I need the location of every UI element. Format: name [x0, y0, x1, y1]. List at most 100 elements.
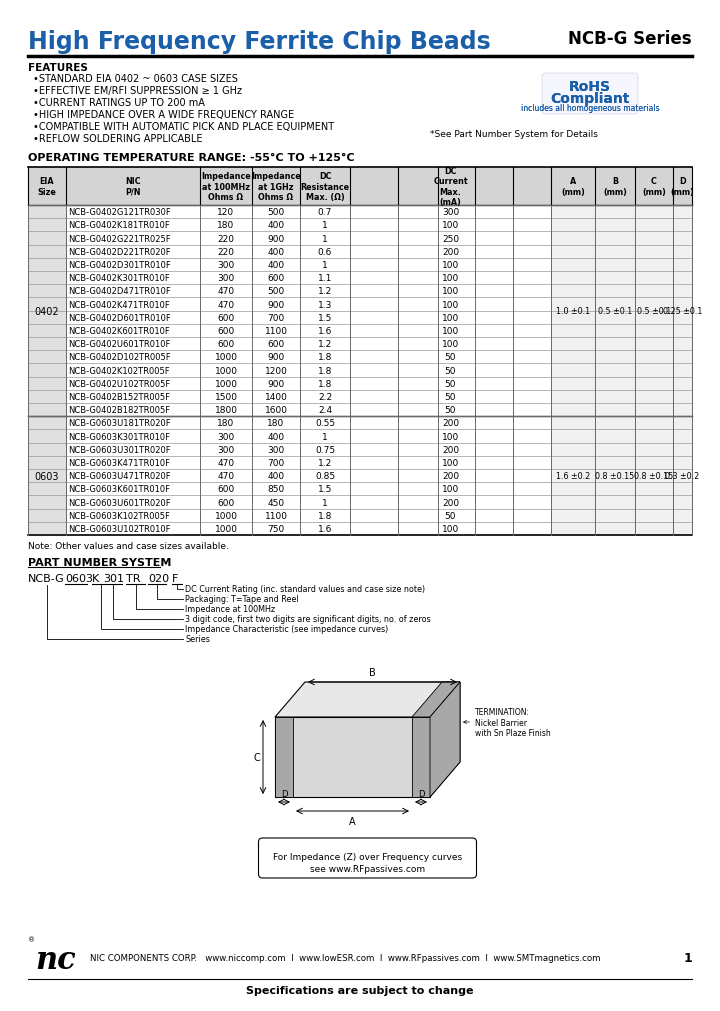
Bar: [551, 417, 595, 536]
Text: NCB-G0402B152TR005F: NCB-G0402B152TR005F: [68, 392, 170, 401]
Text: nc: nc: [35, 944, 76, 976]
Text: NCB-G0603U601TR020F: NCB-G0603U601TR020F: [68, 498, 171, 507]
Polygon shape: [275, 682, 460, 717]
Text: 50: 50: [445, 353, 456, 362]
Text: 250: 250: [442, 235, 459, 244]
Text: NIC COMPONENTS CORP.   www.niccomp.com  I  www.lowESR.com  I  www.RFpassives.com: NIC COMPONENTS CORP. www.niccomp.com I w…: [90, 953, 600, 962]
Text: 100: 100: [442, 261, 459, 270]
Text: 1.8: 1.8: [318, 379, 332, 388]
Bar: [28, 206, 66, 417]
Text: 600: 600: [217, 498, 235, 507]
Text: *See Part Number System for Details: *See Part Number System for Details: [430, 129, 598, 139]
Text: •HIGH IMPEDANCE OVER A WIDE FREQUENCY RANGE: •HIGH IMPEDANCE OVER A WIDE FREQUENCY RA…: [33, 110, 294, 120]
Text: 0.7: 0.7: [318, 208, 332, 217]
Text: 3 digit code, first two digits are significant digits, no. of zeros: 3 digit code, first two digits are signi…: [185, 615, 431, 624]
Text: 900: 900: [267, 300, 284, 309]
Text: PART NUMBER SYSTEM: PART NUMBER SYSTEM: [28, 557, 171, 567]
Text: 1: 1: [322, 221, 328, 231]
Text: 0.85: 0.85: [315, 472, 335, 480]
Text: 900: 900: [267, 379, 284, 388]
Text: 300: 300: [217, 432, 235, 441]
Text: 500: 500: [267, 287, 284, 296]
Text: 2.2: 2.2: [318, 392, 332, 401]
Text: RoHS: RoHS: [569, 80, 611, 94]
Text: Impedance at 100MHz: Impedance at 100MHz: [185, 605, 275, 614]
Text: 2.4: 2.4: [318, 405, 332, 415]
Text: F: F: [172, 573, 179, 583]
Text: DC Current Rating (inc. standard values and case size note): DC Current Rating (inc. standard values …: [185, 585, 425, 593]
Text: RoHS: RoHS: [569, 80, 611, 94]
Text: A: A: [349, 816, 356, 826]
Text: 1.6 ±0.2: 1.6 ±0.2: [556, 472, 590, 480]
Text: 900: 900: [267, 235, 284, 244]
Text: NCB-G0402D471TR010F: NCB-G0402D471TR010F: [68, 287, 171, 296]
Text: 1: 1: [322, 235, 328, 244]
Text: 220: 220: [217, 235, 235, 244]
Text: 400: 400: [267, 432, 284, 441]
Text: •EFFECTIVE EM/RFI SUPPRESSION ≥ 1 GHz: •EFFECTIVE EM/RFI SUPPRESSION ≥ 1 GHz: [33, 86, 242, 96]
Text: 100: 100: [442, 327, 459, 336]
Text: 0.8 ±0.15: 0.8 ±0.15: [595, 472, 634, 480]
Text: Impedance Characteristic (see impedance curves): Impedance Characteristic (see impedance …: [185, 625, 388, 634]
Bar: [673, 417, 692, 536]
Text: 50: 50: [445, 379, 456, 388]
Text: 1100: 1100: [264, 512, 287, 521]
Text: NCB-G0402G121TR030F: NCB-G0402G121TR030F: [68, 208, 171, 217]
Text: NCB-G0603K301TR010F: NCB-G0603K301TR010F: [68, 432, 170, 441]
Text: 1600: 1600: [264, 405, 287, 415]
Text: 1: 1: [683, 951, 692, 964]
Text: 200: 200: [442, 445, 459, 454]
Text: 220: 220: [217, 248, 235, 257]
Text: 400: 400: [267, 248, 284, 257]
Text: Compliant: Compliant: [550, 92, 630, 106]
Polygon shape: [430, 682, 460, 798]
Text: 300: 300: [267, 445, 284, 454]
Text: FEATURES: FEATURES: [28, 63, 88, 73]
Text: 1.6: 1.6: [318, 327, 332, 336]
Text: 1200: 1200: [264, 366, 287, 375]
Text: A
(mm): A (mm): [561, 177, 585, 196]
Text: 400: 400: [267, 472, 284, 480]
Text: 0.25 ±0.1: 0.25 ±0.1: [663, 306, 702, 315]
Text: 850: 850: [267, 485, 284, 493]
Text: 100: 100: [442, 458, 459, 467]
Text: 1: 1: [322, 261, 328, 270]
Bar: [635, 206, 673, 417]
Text: NCB-G0402K471TR010F: NCB-G0402K471TR010F: [68, 300, 170, 309]
Text: TERMINATION:
Nickel Barrier
with Sn Plaze Finish: TERMINATION: Nickel Barrier with Sn Plaz…: [464, 708, 551, 737]
Text: D
(mm): D (mm): [670, 177, 694, 196]
Text: 0603: 0603: [35, 471, 59, 481]
Text: 300: 300: [217, 445, 235, 454]
Text: DC
Resistance
Max. (Ω): DC Resistance Max. (Ω): [300, 172, 350, 202]
Text: NCB-G0603U181TR020F: NCB-G0603U181TR020F: [68, 419, 171, 428]
Text: 1.6: 1.6: [318, 525, 332, 534]
Text: 1.3: 1.3: [318, 300, 332, 309]
Text: 0.3 ±0.2: 0.3 ±0.2: [665, 472, 700, 480]
Text: K: K: [92, 573, 99, 583]
Text: Packaging: T=Tape and Reel: Packaging: T=Tape and Reel: [185, 594, 299, 604]
Text: NCB-G: NCB-G: [28, 573, 65, 583]
Bar: [551, 206, 595, 417]
Text: 0.55: 0.55: [315, 419, 335, 428]
Text: 1.5: 1.5: [318, 313, 332, 323]
Text: 0.5 ±0.1: 0.5 ±0.1: [637, 306, 671, 315]
Text: C: C: [253, 752, 261, 762]
Text: NCB-G0402D301TR010F: NCB-G0402D301TR010F: [68, 261, 171, 270]
Text: 0.6: 0.6: [318, 248, 332, 257]
Text: 180: 180: [217, 419, 235, 428]
Text: 100: 100: [442, 300, 459, 309]
Text: B: B: [369, 667, 376, 677]
Bar: [673, 206, 692, 417]
Text: Specifications are subject to change: Specifications are subject to change: [246, 985, 474, 995]
Text: 450: 450: [267, 498, 284, 507]
Text: B
(mm): B (mm): [603, 177, 627, 196]
Text: DC
Current
Max.
(mA): DC Current Max. (mA): [433, 167, 468, 207]
Text: 200: 200: [442, 248, 459, 257]
Text: NCB-G0603U102TR010F: NCB-G0603U102TR010F: [68, 525, 171, 534]
Text: 100: 100: [442, 432, 459, 441]
Text: NCB-G0402D221TR020F: NCB-G0402D221TR020F: [68, 248, 171, 257]
Text: NCB-G0603U301TR020F: NCB-G0603U301TR020F: [68, 445, 171, 454]
Text: 1.2: 1.2: [318, 340, 332, 349]
Bar: [595, 206, 635, 417]
Text: 200: 200: [442, 472, 459, 480]
